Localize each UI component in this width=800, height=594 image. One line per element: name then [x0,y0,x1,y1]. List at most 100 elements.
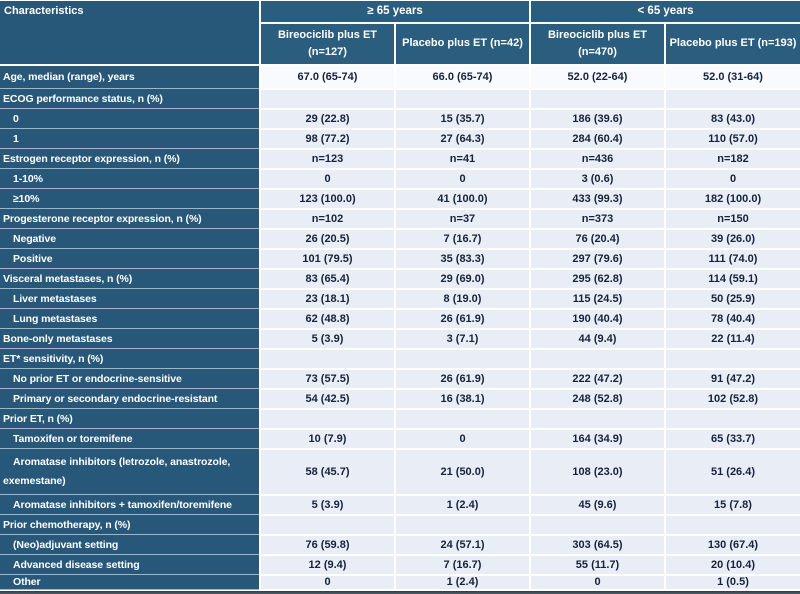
data-cell: 66.0 (65-74) [394,64,530,90]
data-cell: 76 (59.8) [259,534,395,556]
row-label: Progesterone receptor expression, n (%) [0,208,260,229]
table-row: Tamoxifen or toremifene 10 (7.9) 0 164 (34.… [0,428,800,450]
table-row: (Neo)adjuvant setting 76 (59.8) 24 (57.1) 3… [0,534,800,556]
data-cell: 295 (62.8) [529,268,665,290]
table-bottom-border [0,590,800,594]
data-cell: 248 (52.8) [529,388,665,410]
data-cell: 5 (3.9) [259,328,395,350]
table-row: No prior ET or endocrine-sensitive 73 (57… [0,368,800,390]
row-label: 0 [0,108,260,129]
data-cell: 21 (50.0) [394,448,530,496]
data-cell: 123 (100.0) [259,188,395,210]
column-header-line: Placebo plus ET (n=42) [402,37,523,49]
data-cell: n=102 [259,208,395,230]
data-cell: 5 (3.9) [259,494,395,516]
arm-header-row: Bireociclib plus ET (n=127) Placebo plus E… [0,22,800,66]
data-cell: 24 (57.1) [394,534,530,556]
data-cell: 1 (2.4) [394,494,530,516]
row-label: Liver metastases [0,288,260,309]
table-row: Primary or secondary endocrine-resistant… [0,388,800,410]
data-cell [529,348,665,370]
data-cell: 73 (57.5) [259,368,395,390]
data-cell [664,348,800,370]
row-label: 1-10% [0,168,260,189]
data-cell: 110 (57.0) [664,128,800,150]
column-header-line: (n=470) [578,45,617,58]
data-cell: 1 (0.5) [664,574,800,591]
data-cell: 16 (38.1) [394,388,530,410]
data-cell: 10 (7.9) [259,428,395,450]
data-cell: 190 (40.4) [529,308,665,330]
data-cell: 29 (69.0) [394,268,530,290]
table-row: 0 29 (22.8) 15 (35.7) 186 (39.6) 83 (43.0) [0,108,800,130]
row-label: Positive [0,248,260,269]
row-label: Advanced disease setting [0,554,260,575]
table-row: Age, median (range), years 67.0 (65-74) 66… [0,64,800,90]
data-cell: n=182 [664,148,800,170]
row-label: Visceral metastases, n (%) [0,268,260,289]
column-header-arm: Bireociclib plus ET (n=470) [529,22,665,66]
data-cell: 35 (83.3) [394,248,530,270]
data-cell: 26 (61.9) [394,308,530,330]
data-cell: 0 [394,168,530,190]
data-cell: n=373 [529,208,665,230]
data-cell: 284 (60.4) [529,128,665,150]
column-header-line: (n=127) [308,45,347,58]
table-row: Aromatase inhibitors + tamoxifen/toremif… [0,494,800,516]
data-cell: 186 (39.6) [529,108,665,130]
table-row: Estrogen receptor expression, n (%) n=123… [0,148,800,170]
data-cell: 22 (11.4) [664,328,800,350]
data-cell: 3 (0.6) [529,168,665,190]
data-cell: n=123 [259,148,395,170]
data-cell: 297 (79.6) [529,248,665,270]
table-row: Liver metastases 23 (18.1) 8 (19.0) 115 (24… [0,288,800,310]
data-cell: 39 (26.0) [664,228,800,250]
data-cell: 91 (47.2) [664,368,800,390]
data-cell: 65 (33.7) [664,428,800,450]
table-row: ECOG performance status, n (%) [0,88,800,110]
data-cell: 76 (20.4) [529,228,665,250]
data-cell: 83 (43.0) [664,108,800,130]
column-group-ge65: ≥ 65 years [259,0,530,24]
table-row: Bone-only metastases 5 (3.9) 3 (7.1) 44 (9.… [0,328,800,350]
data-cell [394,348,530,370]
data-cell: 111 (74.0) [664,248,800,270]
data-cell: 102 (52.8) [664,388,800,410]
data-cell: 62 (48.8) [259,308,395,330]
row-label: ≥10% [0,188,260,209]
table-row: Positive 101 (79.5) 35 (83.3) 297 (79.6) 111… [0,248,800,270]
data-cell: 7 (16.7) [394,554,530,576]
data-cell: 0 [529,574,665,591]
row-label: Aromatase inhibitors + tamoxifen/toremif… [0,494,260,515]
column-header-arm: Placebo plus ET (n=193) [664,22,800,66]
data-cell: 20 (10.4) [664,554,800,576]
data-cell: 52.0 (31-64) [664,64,800,90]
table-row: Aromatase inhibitors (letrozole, anastro… [0,448,800,496]
row-label: Primary or secondary endocrine-resistant [0,388,260,409]
column-header-line: Placebo plus ET (n=193) [669,37,797,49]
data-cell: n=41 [394,148,530,170]
table-row: Other 0 1 (2.4) 0 1 (0.5) [0,574,800,591]
table-row: Prior ET, n (%) [0,408,800,430]
row-label: (Neo)adjuvant setting [0,534,260,555]
table-row: Advanced disease setting 12 (9.4) 7 (16.7)… [0,554,800,576]
data-cell: 26 (20.5) [259,228,395,250]
data-cell [259,88,395,110]
data-cell [529,514,665,536]
data-cell: 130 (67.4) [664,534,800,556]
data-cell: 12 (9.4) [259,554,395,576]
row-label: Lung metastases [0,308,260,329]
group-header-row: Characteristics ≥ 65 years < 65 years [0,0,800,66]
data-cell: 0 [664,168,800,190]
data-cell [664,88,800,110]
data-cell: 303 (64.5) [529,534,665,556]
data-cell: 108 (23.0) [529,448,665,496]
data-cell: 45 (9.6) [529,494,665,516]
row-label: Tamoxifen or toremifene [0,428,260,449]
table-body: Age, median (range), years 67.0 (65-74) 66… [0,64,800,591]
row-label: Aromatase inhibitors (letrozole, anastro… [0,448,260,495]
data-cell: 50 (25.9) [664,288,800,310]
data-cell [259,348,395,370]
